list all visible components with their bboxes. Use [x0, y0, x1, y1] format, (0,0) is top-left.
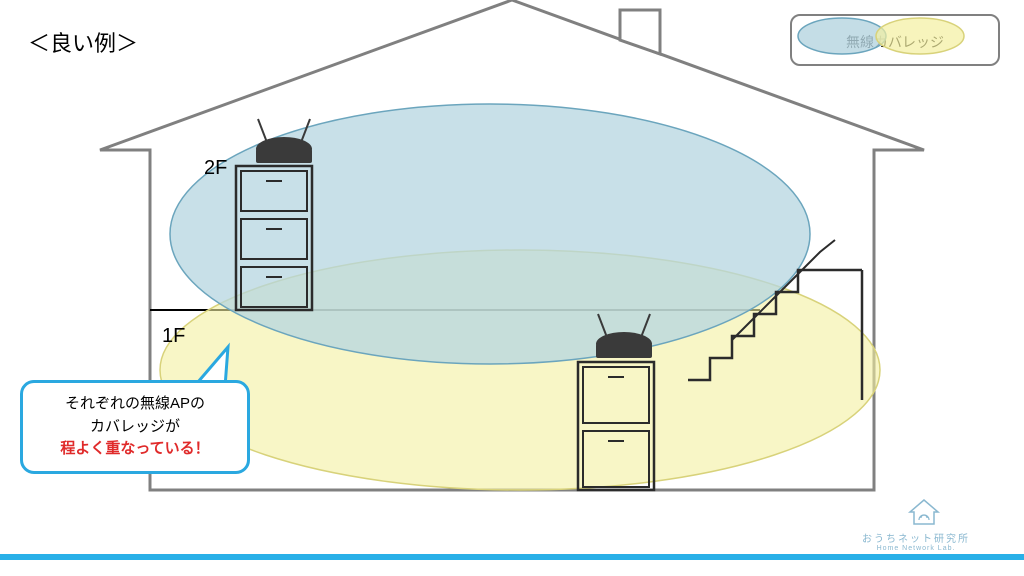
- floor-label-1f: 1F: [162, 325, 185, 347]
- legend-box: 無線カバレッジ: [790, 14, 1000, 66]
- credit-line1: おうちネット研究所: [862, 534, 970, 545]
- callout-line1: それぞれの無線APの: [65, 395, 205, 412]
- footer-bar: [0, 554, 1024, 560]
- callout-line2: カバレッジが: [90, 418, 180, 435]
- coverage-callout: それぞれの無線APの カバレッジが 程よく重なっている！: [20, 380, 250, 474]
- callout-line3: 程よく重なっている！: [60, 440, 209, 457]
- page-title: ＜良い例＞: [28, 26, 138, 58]
- floor-label-2f: 2F: [204, 157, 227, 179]
- legend-swatches: [792, 16, 972, 56]
- diagram-canvas: 2F 1F: [0, 0, 1024, 576]
- credit-text: おうちネット研究所 Home Network Lab.: [862, 530, 970, 552]
- router-2f-icon: [256, 119, 312, 163]
- credit-line2: Home Network Lab.: [862, 545, 970, 552]
- credit-logo-icon: [910, 500, 938, 524]
